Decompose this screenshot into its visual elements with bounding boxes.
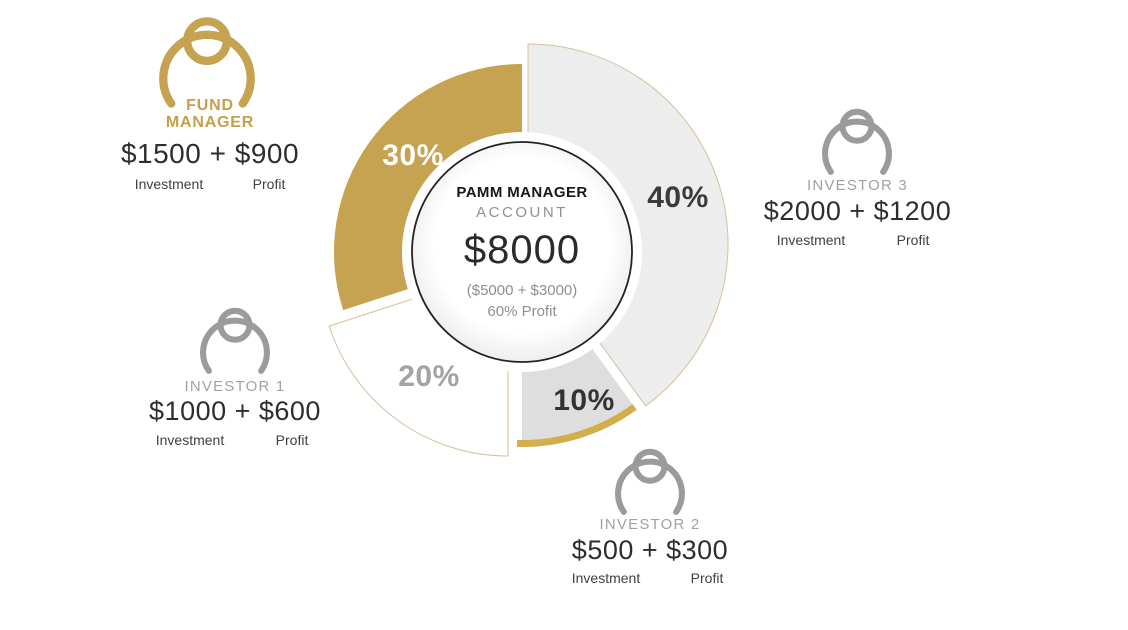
investor-3-label: INVESTOR 3 <box>807 177 908 194</box>
fund-manager-label-line2: MANAGER <box>165 114 255 131</box>
investor-3-icon <box>819 108 895 178</box>
fund-manager-label-line1: FUND <box>186 97 234 114</box>
fund-manager-investment-label: Investment <box>134 176 204 192</box>
investor-2-amount: $500 + $300 <box>571 535 729 565</box>
segment-label-40: 40% <box>647 181 709 214</box>
segment-label-10: 10% <box>553 384 615 417</box>
participant-investor-1: INVESTOR 1 $1000 + $600 Investment Profi… <box>130 300 340 460</box>
fund-manager-label: FUND MANAGER <box>100 97 320 131</box>
investor-3-profit-label: Profit <box>896 232 930 248</box>
segment-label-20: 20% <box>398 360 460 393</box>
investor-1-profit-label: Profit <box>275 432 309 448</box>
investor-2-icon <box>612 448 688 518</box>
participant-investor-2: INVESTOR 2 $500 + $300 Investment Profit <box>545 440 755 600</box>
fund-manager-amount: $1500 + $900 <box>120 138 300 169</box>
segment-label-30: 30% <box>382 139 444 172</box>
investor-2-profit-label: Profit <box>690 570 724 586</box>
investor-3-investment-label: Investment <box>776 232 846 248</box>
participant-investor-3: INVESTOR 3 $2000 + $1200 Investment Prof… <box>750 100 965 260</box>
investor-1-investment-label: Investment <box>155 432 225 448</box>
fund-manager-profit-label: Profit <box>252 176 286 192</box>
center-account-circle <box>411 141 633 363</box>
investor-2-investment-label: Investment <box>571 570 641 586</box>
gold-rim-arc <box>516 404 637 447</box>
investor-1-amount: $1000 + $600 <box>149 396 321 426</box>
investor-2-label: INVESTOR 2 <box>599 516 701 533</box>
investor-3-amount: $2000 + $1200 <box>763 196 952 226</box>
participant-fund-manager: FUND MANAGER $1500 + $900 Investment Pro… <box>100 14 320 214</box>
investor-1-label: INVESTOR 1 <box>184 378 286 395</box>
investor-1-icon <box>197 307 273 377</box>
